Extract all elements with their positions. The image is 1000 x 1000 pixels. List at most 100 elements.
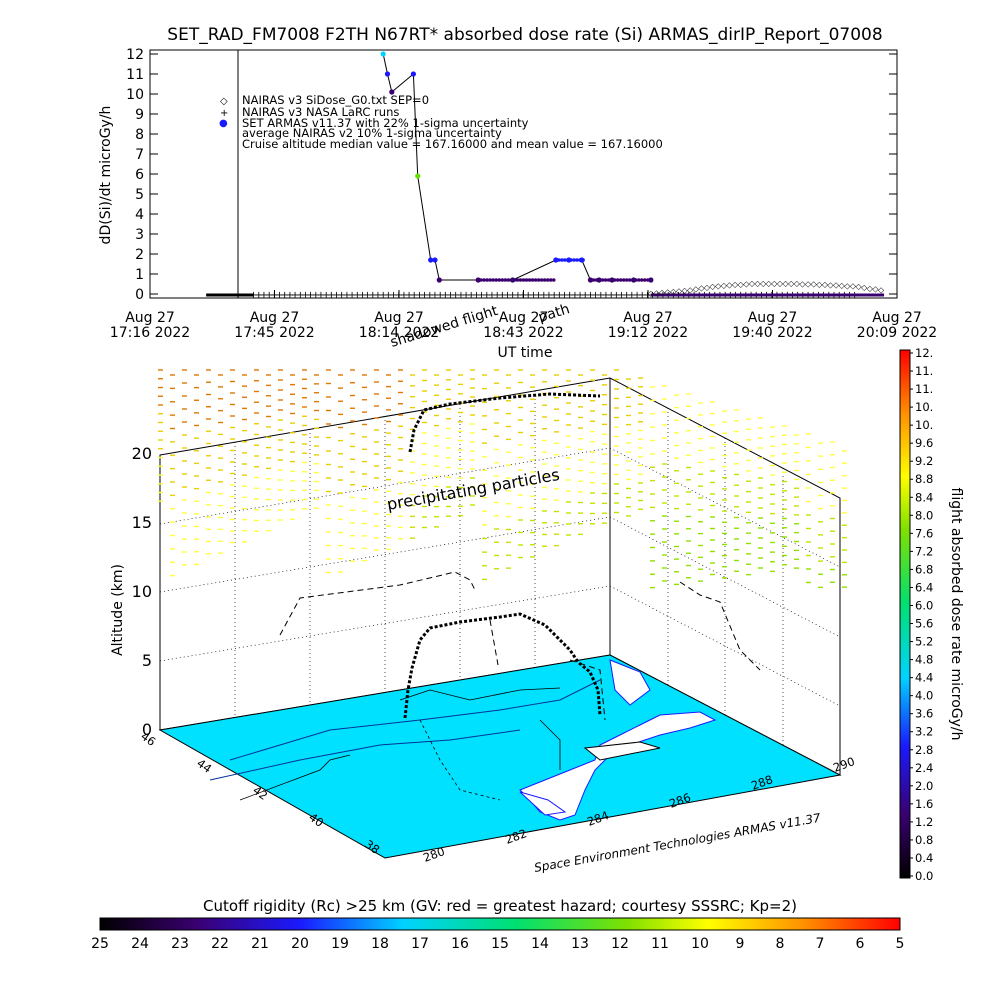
- series-nairas-sidose: ◇ ◇ ◇ ◇ ◇ ◇ ◇ ◇ ◇ ◇ ◇ ◇ ◇ ◇ ◇ ◇ ◇ ◇ ◇ ◇ ◇ ◇ ◇ ◇ ◇ ◇ ◇ ◇ ◇ ◇ ◇ ◇ ◇ ◇ ◇ ◇ ◇ ◇ ◇ ◇…: [648, 279, 885, 298]
- larc-point: +: [369, 290, 377, 301]
- sidose-point: ◇: [704, 283, 711, 292]
- sidose-point: ◇: [794, 279, 801, 288]
- armas-point: [488, 278, 493, 282]
- larc-point: +: [431, 290, 439, 301]
- larc-point: +: [602, 290, 610, 301]
- armas-point: [648, 277, 654, 283]
- armas-point: [506, 278, 511, 282]
- larc-point: +: [452, 290, 460, 301]
- colorbar-bottom-tick-label: 20: [291, 936, 309, 952]
- sidose-point: ◇: [653, 289, 660, 298]
- sidose-point: ◇: [659, 288, 666, 297]
- larc-point: +: [400, 290, 408, 301]
- legend-marker-2: ●: [219, 118, 228, 129]
- colorbar-right-bar: [899, 349, 911, 879]
- altitude-tick-label: 5: [142, 651, 152, 670]
- armas-point: [643, 278, 647, 282]
- colorbar-right-tick-label: 8.8: [915, 472, 933, 486]
- sidose-point: ◇: [844, 281, 851, 290]
- armas-point: [627, 278, 632, 282]
- colorbar-right-tick-label: 7.6: [915, 526, 933, 540]
- sidose-point: ◇: [749, 279, 756, 288]
- larc-point: +: [581, 290, 589, 301]
- armas-point: [624, 278, 629, 282]
- armas-point: [518, 278, 523, 282]
- top-x-tick-time: 17:45 2022: [234, 325, 314, 341]
- armas-point: [560, 258, 564, 262]
- larc-point: +: [545, 290, 553, 301]
- larc-point: +: [576, 290, 584, 301]
- larc-point: +: [260, 290, 268, 301]
- sidose-point: ◇: [783, 279, 790, 288]
- top-x-tick-time: 18:43 2022: [483, 325, 563, 341]
- colorbar-bottom-ticks: 25 24 23 22 21 20 19 18 17 16 15 14 13 12 11 10 9 8 7 6 5: [91, 936, 904, 952]
- larc-point: +: [633, 290, 641, 301]
- colorbar-right-tick-label: 10.: [915, 400, 933, 414]
- colorbar-right-tick-label: 2.4: [915, 761, 933, 775]
- larc-point: +: [410, 290, 418, 301]
- armas-point: [530, 278, 535, 282]
- larc-point: +: [477, 290, 485, 301]
- colorbar-right-tick-label: 11.: [915, 382, 933, 396]
- altitude-axis-label: Altitude (km): [110, 564, 126, 656]
- sidose-point: ◇: [850, 282, 857, 291]
- armas-point: [545, 278, 550, 282]
- larc-point: +: [436, 290, 444, 301]
- armas-point: [640, 278, 644, 282]
- colorbar-bottom-tick-label: 12: [611, 936, 629, 952]
- sidose-point: ◇: [743, 279, 750, 288]
- larc-point: +: [550, 290, 558, 301]
- colorbar-right-tick-label: 0.4: [915, 851, 933, 865]
- larc-point: +: [534, 290, 542, 301]
- top-y-tick-label: 4: [135, 207, 144, 223]
- armas-trace-line: [382, 53, 651, 281]
- legend-marker-1: +: [220, 108, 228, 119]
- armas-point: [533, 278, 538, 282]
- armas-point: [515, 278, 520, 282]
- armas-point: [569, 258, 573, 262]
- armas-point: [415, 173, 421, 179]
- larc-point: +: [617, 290, 625, 301]
- armas-point: [588, 278, 593, 282]
- larc-point: +: [426, 290, 434, 301]
- top-y-tick-label: 8: [135, 127, 144, 143]
- armas-point: [633, 278, 638, 282]
- legend-text-4: Cruise altitude median value = 167.16000…: [242, 137, 663, 151]
- armas-point: [621, 278, 626, 282]
- armas-point: [521, 278, 526, 282]
- sidose-point: ◇: [726, 280, 733, 289]
- larc-point: +: [488, 290, 496, 301]
- colorbar-right-label: flight absorbed dose rate microGy/h: [948, 488, 964, 741]
- armas-point: [536, 278, 541, 282]
- larc-point: +: [405, 290, 413, 301]
- larc-point: +: [301, 290, 309, 301]
- latitude-axis: 46 44 42 40 38: [138, 729, 382, 857]
- larc-point: +: [607, 290, 615, 301]
- colorbar-right-tick-label: 4.4: [915, 671, 933, 685]
- larc-point: +: [457, 290, 465, 301]
- legend-text-1: NAIRAS v3 NASA LaRC runs: [242, 105, 399, 119]
- top-x-axis-label: UT time: [498, 345, 553, 361]
- sidose-point: ◇: [693, 285, 700, 294]
- flight-path-shadow-right: [679, 581, 761, 671]
- larc-point: +: [446, 290, 454, 301]
- larc-point: +: [415, 290, 423, 301]
- armas-point: [380, 51, 386, 57]
- larc-point: +: [275, 290, 283, 301]
- larc-point: +: [317, 290, 325, 301]
- larc-point: +: [379, 290, 387, 301]
- armas-point: [494, 278, 499, 282]
- altitude-tick-label: 20: [132, 444, 152, 463]
- colorbar-right-tick-label: 5.2: [915, 635, 933, 649]
- armas-point: [548, 278, 553, 282]
- armas-point: [436, 277, 442, 283]
- top-x-tick-date: Aug 27: [125, 310, 175, 326]
- colorbar-right-tick-label: 4.0: [915, 689, 933, 703]
- top-y-tick-label: 3: [135, 227, 144, 243]
- armas-point: [563, 258, 567, 262]
- top-y-tick-label: 2: [135, 247, 144, 263]
- armas-point: [524, 278, 529, 282]
- larc-point: +: [514, 290, 522, 301]
